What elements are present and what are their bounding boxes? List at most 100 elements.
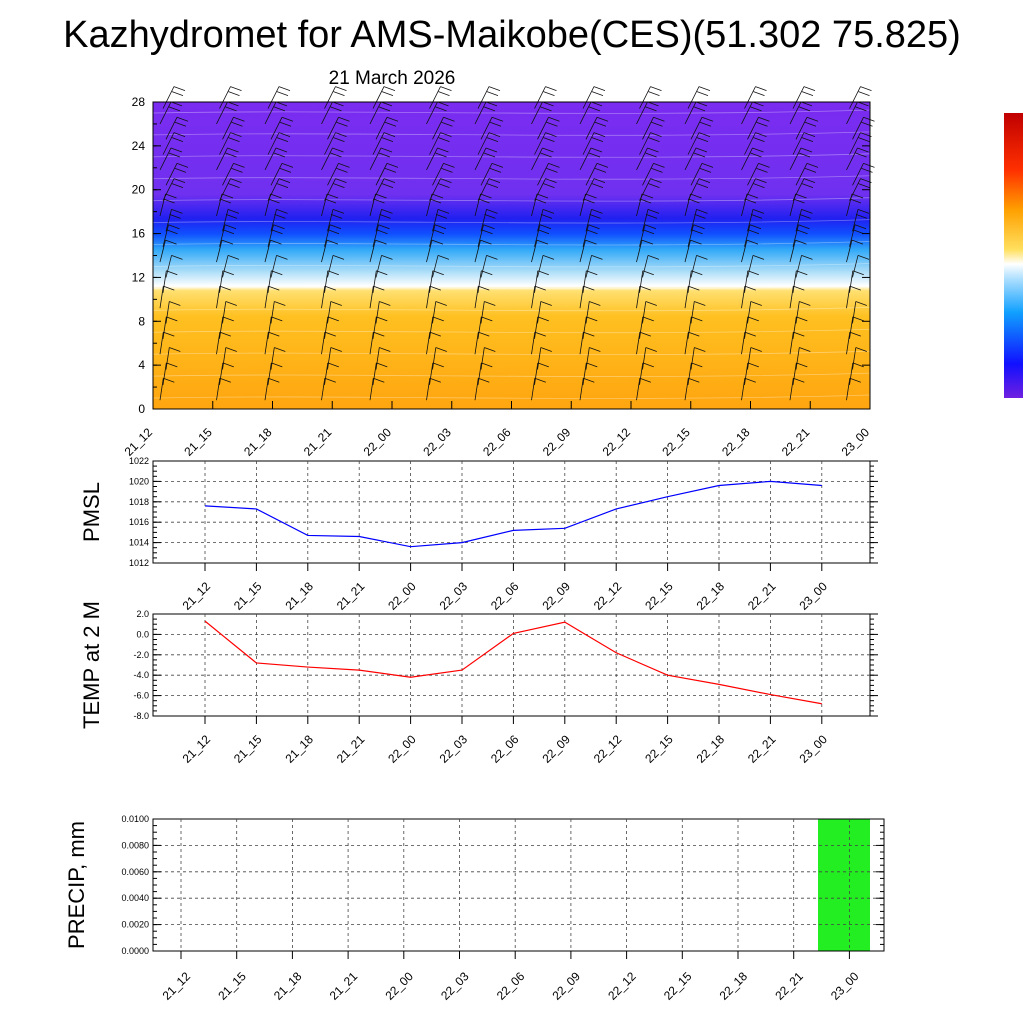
wind-barb-feather xyxy=(588,224,600,230)
wind-barb-feather xyxy=(693,152,706,158)
wind-barb xyxy=(372,270,377,293)
wind-barb-feather xyxy=(271,229,283,235)
wind-barb xyxy=(264,378,269,401)
wind-barb-feather xyxy=(324,377,336,383)
wind-barb-feather xyxy=(795,193,807,199)
wind-barb xyxy=(369,286,374,309)
y-tick-label: -8.0 xyxy=(133,711,149,721)
wind-barb-feather xyxy=(431,193,444,199)
y-tick-label: 24 xyxy=(132,139,146,153)
wind-barb xyxy=(264,286,269,309)
wind-barb xyxy=(582,224,589,247)
x-tick-label: 22_09 xyxy=(539,732,573,766)
wind-barb-feather xyxy=(591,183,604,189)
wind-barb xyxy=(639,316,644,339)
x-tick-label: 22_15 xyxy=(659,425,693,459)
wind-barb-feather xyxy=(639,377,651,383)
wind-barb-feather xyxy=(222,270,234,276)
wind-barb-feather xyxy=(586,270,598,276)
y-tick-label: 2.0 xyxy=(136,609,149,619)
wind-barb-feather xyxy=(653,116,665,122)
x-tick-label: 22_21 xyxy=(772,969,806,1003)
wind-barb-feather xyxy=(755,86,767,91)
wind-barb xyxy=(270,117,283,140)
wind-barb xyxy=(531,332,536,355)
wind-barb xyxy=(795,301,800,324)
wind-barb-feather xyxy=(753,183,765,189)
y-tick-label: 0.0060 xyxy=(121,867,149,877)
wind-barb-feather xyxy=(696,209,708,214)
wind-barb xyxy=(426,101,438,125)
wind-barb xyxy=(159,101,172,125)
wind-barb xyxy=(219,86,231,109)
wind-barb-feather xyxy=(481,316,493,322)
wind-barb xyxy=(165,117,178,140)
wind-barb-feather xyxy=(857,255,870,260)
wind-barb-feather xyxy=(690,193,702,199)
wind-barb xyxy=(534,86,546,109)
wind-barb-feather xyxy=(271,316,283,322)
wind-barb xyxy=(222,255,229,278)
wind-barb xyxy=(741,239,748,263)
wind-barb-feather xyxy=(591,209,603,214)
wind-barb-feather xyxy=(443,162,455,168)
wind-barb-feather xyxy=(695,147,708,153)
y-tick-label: 16 xyxy=(132,227,146,241)
wind-barb-feather xyxy=(329,224,342,230)
wind-barb xyxy=(690,117,703,140)
wind-barb xyxy=(744,178,756,201)
wind-barb xyxy=(531,239,538,263)
wind-barb-feather xyxy=(803,132,816,138)
wind-barb-feather xyxy=(478,198,490,204)
wind-barb-feather xyxy=(171,209,183,214)
wind-barb-feather xyxy=(860,86,872,91)
wind-barb xyxy=(474,101,487,125)
wind-barb-feather xyxy=(688,285,700,291)
wind-barb xyxy=(849,86,861,109)
contour-line xyxy=(152,109,871,114)
wind-barb-feather xyxy=(749,224,762,230)
wind-barb xyxy=(165,163,178,186)
contour-line xyxy=(152,175,871,180)
wind-barb-feather xyxy=(437,255,450,260)
wind-barb xyxy=(846,101,858,125)
wind-barb-feather xyxy=(441,121,453,127)
x-tick-label: 22_15 xyxy=(642,579,676,613)
contour-line xyxy=(152,328,871,334)
wind-barb-feather xyxy=(542,209,555,214)
wind-barb-feather xyxy=(165,193,177,199)
contour-line xyxy=(152,372,871,377)
wind-barb-feather xyxy=(435,106,447,112)
wind-barb xyxy=(534,362,539,385)
wind-barb-feather xyxy=(227,255,240,260)
wind-barb xyxy=(747,117,759,140)
wind-barb-feather xyxy=(801,209,813,214)
wind-barb-feather xyxy=(380,147,393,153)
wind-barb xyxy=(852,255,859,278)
wind-barb-feather xyxy=(755,178,767,184)
wind-barb-feather xyxy=(852,362,864,368)
wind-barb-feather xyxy=(694,214,706,219)
wind-barb-feather xyxy=(268,285,280,291)
wind-barb xyxy=(582,132,595,155)
wind-barb-feather xyxy=(591,137,604,143)
wind-barb xyxy=(474,378,479,401)
wind-barb-feather xyxy=(324,285,336,291)
wind-barb-feather xyxy=(795,239,807,245)
x-tick-label: 22_00 xyxy=(382,969,416,1003)
contour-line xyxy=(152,197,871,202)
wind-barb-feather xyxy=(227,101,239,107)
wind-barb-feather xyxy=(758,116,770,122)
wind-barb-feather xyxy=(758,162,770,168)
wind-barb-feather xyxy=(483,106,496,112)
wind-barb-feather xyxy=(693,106,706,112)
wind-barb xyxy=(267,178,280,201)
wind-barb-feather xyxy=(545,132,557,138)
wind-barb-feather xyxy=(583,331,595,337)
temp-panel: -8.0 -6.0 -4.0 -2.0 0.0 2.0 21_12 21_15 21_18 21_… xyxy=(79,601,878,766)
wind-barb-feather xyxy=(376,316,388,322)
wind-barb xyxy=(534,132,546,155)
x-tick-label: 22_03 xyxy=(437,732,471,766)
wind-barb-feather xyxy=(653,162,665,168)
wind-barb xyxy=(684,332,689,355)
